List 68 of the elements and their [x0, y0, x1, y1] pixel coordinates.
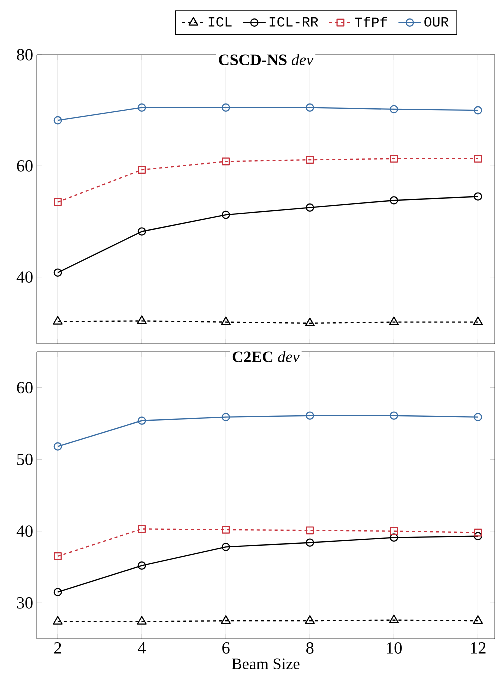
point: [390, 534, 398, 542]
point: [473, 316, 484, 326]
y-tick-label: 80: [17, 49, 33, 61]
point: [54, 268, 62, 278]
point: [305, 318, 316, 326]
point: [138, 228, 146, 236]
point: [222, 543, 230, 552]
point: [54, 552, 62, 560]
legend-label: ICL-RR: [270, 17, 318, 27]
point: [306, 204, 314, 212]
point: [390, 154, 398, 163]
y-tick-label: 60: [17, 160, 33, 172]
x-tick-label: 12: [471, 642, 486, 654]
point: [474, 528, 482, 537]
x-axis-title: Beam Size: [232, 658, 300, 670]
point: [473, 616, 484, 624]
chart-title: C2EC dev: [232, 351, 300, 362]
y-tick-label: 60: [17, 382, 33, 394]
point: [137, 616, 147, 625]
point: [53, 316, 63, 325]
point: [222, 526, 230, 534]
point: [306, 538, 314, 548]
x-tick-label: 8: [306, 642, 314, 654]
point: [54, 198, 62, 206]
point: [222, 210, 230, 220]
point: [222, 104, 230, 112]
point: [474, 532, 482, 541]
point: [138, 104, 146, 112]
y-tick-label: 40: [16, 526, 33, 538]
point: [306, 412, 314, 420]
point: [389, 316, 400, 326]
point: [54, 442, 62, 451]
legend-label: OUR: [424, 17, 449, 27]
point: [474, 413, 482, 422]
x-tick-label: 6: [222, 642, 230, 654]
point: [390, 412, 398, 420]
point: [138, 166, 146, 174]
point: [306, 526, 314, 535]
point: [138, 416, 146, 426]
point: [474, 192, 482, 201]
point: [222, 413, 230, 422]
point: [137, 316, 147, 324]
point: [390, 196, 398, 205]
point: [306, 156, 314, 164]
point: [53, 616, 63, 625]
point: [221, 316, 231, 326]
y-tick-label: 40: [16, 272, 33, 284]
point: [474, 154, 482, 163]
point: [54, 588, 62, 597]
point: [221, 616, 231, 624]
x-tick-label: 10: [387, 642, 402, 654]
point: [474, 106, 482, 115]
legend-label: ICL: [208, 17, 232, 27]
point: [390, 105, 398, 114]
point: [138, 525, 146, 534]
point: [222, 158, 230, 166]
point: [390, 527, 398, 536]
point: [305, 616, 316, 624]
point: [54, 116, 62, 125]
point: [306, 104, 314, 112]
y-tick-label: 50: [18, 454, 33, 466]
x-tick-label: 4: [138, 642, 146, 654]
x-tick-label: 2: [54, 642, 62, 654]
point: [389, 614, 400, 624]
legend-label: TfPf: [355, 17, 388, 28]
point: [138, 562, 146, 570]
chart-title: CSCD-NS dev: [219, 54, 314, 66]
y-tick-label: 30: [17, 597, 33, 609]
